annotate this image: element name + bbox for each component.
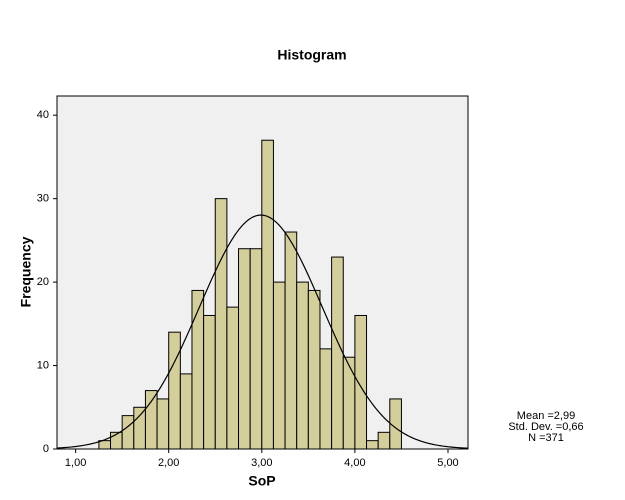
bar: [319, 348, 333, 450]
bar: [191, 289, 205, 450]
bar: [366, 440, 379, 450]
normal-curve: [56, 214, 469, 449]
chart-title: Histogram: [277, 47, 346, 63]
y-tick-label: 10: [37, 359, 49, 371]
bar: [389, 398, 402, 450]
bar: [272, 281, 286, 450]
bar: [342, 356, 356, 450]
bar: [296, 281, 309, 450]
y-tick-label: 0: [43, 443, 49, 455]
bar: [377, 431, 391, 450]
x-tick-label: 2,00: [158, 457, 179, 469]
x-tick-label: 5,00: [437, 457, 458, 469]
bar: [144, 390, 158, 450]
x-tick-label: 1,00: [65, 457, 86, 469]
x-tick-label: 3,00: [251, 457, 272, 469]
bar: [179, 373, 193, 450]
bar: [121, 415, 135, 450]
x-axis-label: SoP: [248, 473, 275, 489]
bar: [226, 306, 240, 450]
y-tick-label: 40: [37, 109, 49, 121]
bar: [238, 248, 251, 450]
y-axis-label: Frequency: [18, 236, 34, 307]
bar: [284, 231, 298, 450]
bar: [203, 314, 216, 450]
bar: [261, 139, 274, 450]
bar: [133, 406, 146, 450]
bar: [331, 256, 344, 450]
bar: [307, 289, 321, 450]
bar: [168, 331, 181, 450]
stat-label: N =371: [528, 432, 564, 444]
stat-label: Std. Dev. =0,66: [508, 421, 583, 433]
bar: [156, 398, 170, 450]
stat-label: Mean =2,99: [517, 410, 575, 422]
bar: [354, 314, 368, 450]
y-tick-label: 20: [37, 276, 49, 288]
x-tick-label: 4,00: [344, 457, 365, 469]
y-tick-label: 30: [37, 193, 49, 205]
bar: [214, 198, 228, 450]
bar: [249, 248, 263, 450]
bar: [98, 440, 112, 450]
